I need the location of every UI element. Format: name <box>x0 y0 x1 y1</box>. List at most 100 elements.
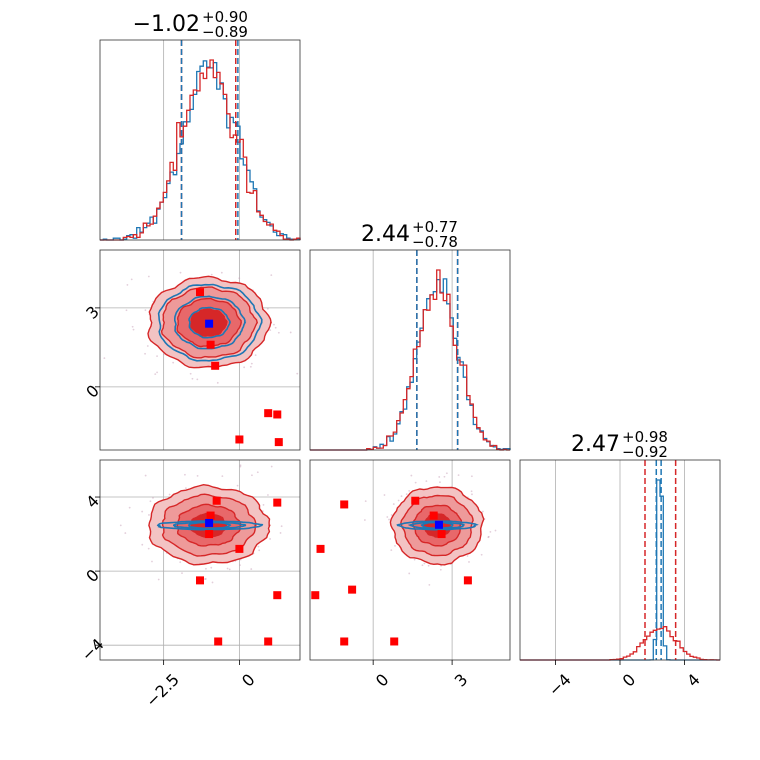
corner-param1-param3-blue-marker <box>205 518 214 527</box>
corner-param2-param3-red-marker <box>411 496 420 505</box>
corner-param1-param2-sample-point <box>216 381 219 384</box>
corner-param2-param3-red-marker <box>463 576 472 585</box>
title-param-1-median: −1.02 <box>133 12 200 37</box>
corner-param1-param3-contour-blue-level-1 <box>156 520 264 531</box>
corner-param2-param3-sample-point <box>427 564 430 567</box>
corner-param2-param3-sample-point <box>457 474 460 477</box>
title-param-2: 2.44 <box>361 222 410 247</box>
corner-param1-param3-sample-point <box>149 500 152 503</box>
corner-param1-param3-sample-point <box>236 484 239 487</box>
corner-param1-param3-sample-point <box>211 581 214 584</box>
title-param-2-plus: +0.77 <box>412 218 458 236</box>
corner-param1-param2-sample-point <box>220 271 223 274</box>
corner-param1-param2-frame <box>99 249 301 451</box>
corner-param1-param3-sample-point <box>239 464 242 467</box>
corner-param2-param3-sample-point <box>487 536 490 539</box>
corner-param1-param3-sample-point <box>228 568 231 571</box>
corner-param1-param2-sample-point <box>156 355 158 358</box>
corner-param1-param3-sample-point <box>181 572 183 574</box>
corner-param2-param3-red-marker <box>429 511 438 520</box>
corner-param1-param3-red-marker <box>264 637 273 646</box>
corner-param1-param3-sample-point <box>152 496 154 499</box>
corner-param1-param3-sample-point <box>185 487 187 490</box>
corner-param1-param2-sample-point <box>270 274 273 277</box>
corner-param2-param3-red-marker <box>311 591 320 600</box>
corner-param2-param3-sample-point <box>408 572 411 575</box>
corner-param1-param3-sample-point <box>239 564 241 567</box>
hist-param-3-xtick-label: 0 <box>619 670 640 691</box>
title-param-1-minus: −0.89 <box>202 23 248 41</box>
title-param-3-median: 2.47 <box>571 432 620 457</box>
corner-param2-param3-sample-point <box>421 564 424 567</box>
corner-param2-param3-sample-point <box>364 500 367 503</box>
corner-param2-param3-sample-point <box>394 544 396 547</box>
corner-param2-param3-sample-point <box>470 490 473 493</box>
corner-param1-param3-sample-point <box>179 561 182 564</box>
corner-param2-param3-sample-point <box>468 561 470 563</box>
corner-param1-param2-contour-blue-level-3 <box>188 306 231 339</box>
corner-param1-param3-sample-point <box>205 567 207 570</box>
corner-param2-param3-frame <box>309 459 511 661</box>
hist-param-2-histogram-red <box>310 269 510 451</box>
hist-param-3-xtick-label: 4 <box>683 670 704 691</box>
corner-param1-param2-red-marker <box>273 410 282 419</box>
corner-param2-param3-plot-area <box>311 460 497 660</box>
corner-param1-param3-red-marker <box>212 496 221 505</box>
corner-param1-param3-sample-point <box>280 525 283 528</box>
corner-param1-param2-sample-point <box>254 354 257 356</box>
corner-param2-param3-sample-point <box>386 516 389 518</box>
corner-param1-param3-sample-point <box>328 508 330 510</box>
corner-param1-param2-red-marker <box>274 438 283 447</box>
title-param-3: 2.47 <box>571 432 620 457</box>
corner-param1-param3-red-marker <box>196 576 204 585</box>
corner-param1-param2-contour-blue-level-2 <box>174 295 247 350</box>
corner-param1-param2-sample-point <box>131 325 134 328</box>
corner-param1-param2-sample-point <box>144 309 147 312</box>
corner-param1-param2-sample-point <box>249 365 252 368</box>
corner-param1-param2-sample-point <box>144 352 146 355</box>
corner-param2-param3-sample-point <box>408 490 411 492</box>
corner-param1-param3-sample-point <box>128 506 131 509</box>
corner-param2-param3-red-marker <box>316 544 325 553</box>
corner-param1-param3-sample-point <box>258 549 261 552</box>
corner-param1-param2-red-marker <box>264 409 273 418</box>
corner-param1-param2-sample-point <box>172 361 175 364</box>
corner-param1-param3-sample-point <box>226 567 229 570</box>
title-param-2-median: 2.44 <box>361 222 410 247</box>
corner-param2-param3-sample-point <box>480 553 483 556</box>
corner-param1-param3-red-marker <box>235 544 244 553</box>
corner-param1-param3-xtick-label: −2.5 <box>142 670 183 711</box>
corner-param2-param3-sample-point <box>410 474 413 477</box>
hist-param-1 <box>99 39 301 241</box>
corner-param2-param3-red-marker <box>437 530 446 539</box>
corner-param1-param2-plot-area <box>100 250 300 450</box>
corner-param1-param3-sample-point <box>119 524 122 527</box>
corner-param2-param3-red-marker <box>390 637 399 646</box>
corner-param2-param3-contour-blue-level-1 <box>396 520 479 531</box>
corner-param1-param3-red-marker <box>214 637 223 646</box>
corner-param1-param2-sample-point <box>147 275 150 278</box>
corner-param2-param3-sample-point <box>438 476 441 478</box>
corner-param1-param3-sample-point <box>124 532 127 534</box>
corner-param2-param3-sample-point <box>414 481 417 484</box>
corner-param1-param3: −404−2.5 0 <box>78 459 330 711</box>
corner-param2-param3-sample-point <box>397 499 400 502</box>
corner-param1-param3-red-marker <box>205 530 214 539</box>
corner-param1-param3-contour-blue-level-2 <box>173 521 247 530</box>
corner-param1-param3-red-marker <box>273 591 282 600</box>
corner-param1-param2-sample-point <box>277 331 280 334</box>
corner-param2-param3-sample-point <box>423 562 426 565</box>
corner-param1-param3-sample-point <box>256 471 259 474</box>
corner-param1-param3-sample-point <box>157 578 160 581</box>
corner-param1-param2-sample-point <box>250 362 253 365</box>
corner-param1-param2-sample-point <box>130 278 133 281</box>
corner-param1-param3-contour-blue-level-3 <box>187 521 232 530</box>
corner-param2-param3-sample-point <box>405 493 408 496</box>
corner-param2-param3-xtick-label: 3 <box>451 670 472 691</box>
corner-param1-param3-sample-point <box>147 547 150 550</box>
hist-param-2-frame <box>309 249 511 451</box>
corner-param2-param3-sample-point <box>390 549 393 552</box>
corner-param1-param3-sample-point <box>168 493 171 496</box>
corner-param2-param3-sample-point <box>439 568 442 571</box>
